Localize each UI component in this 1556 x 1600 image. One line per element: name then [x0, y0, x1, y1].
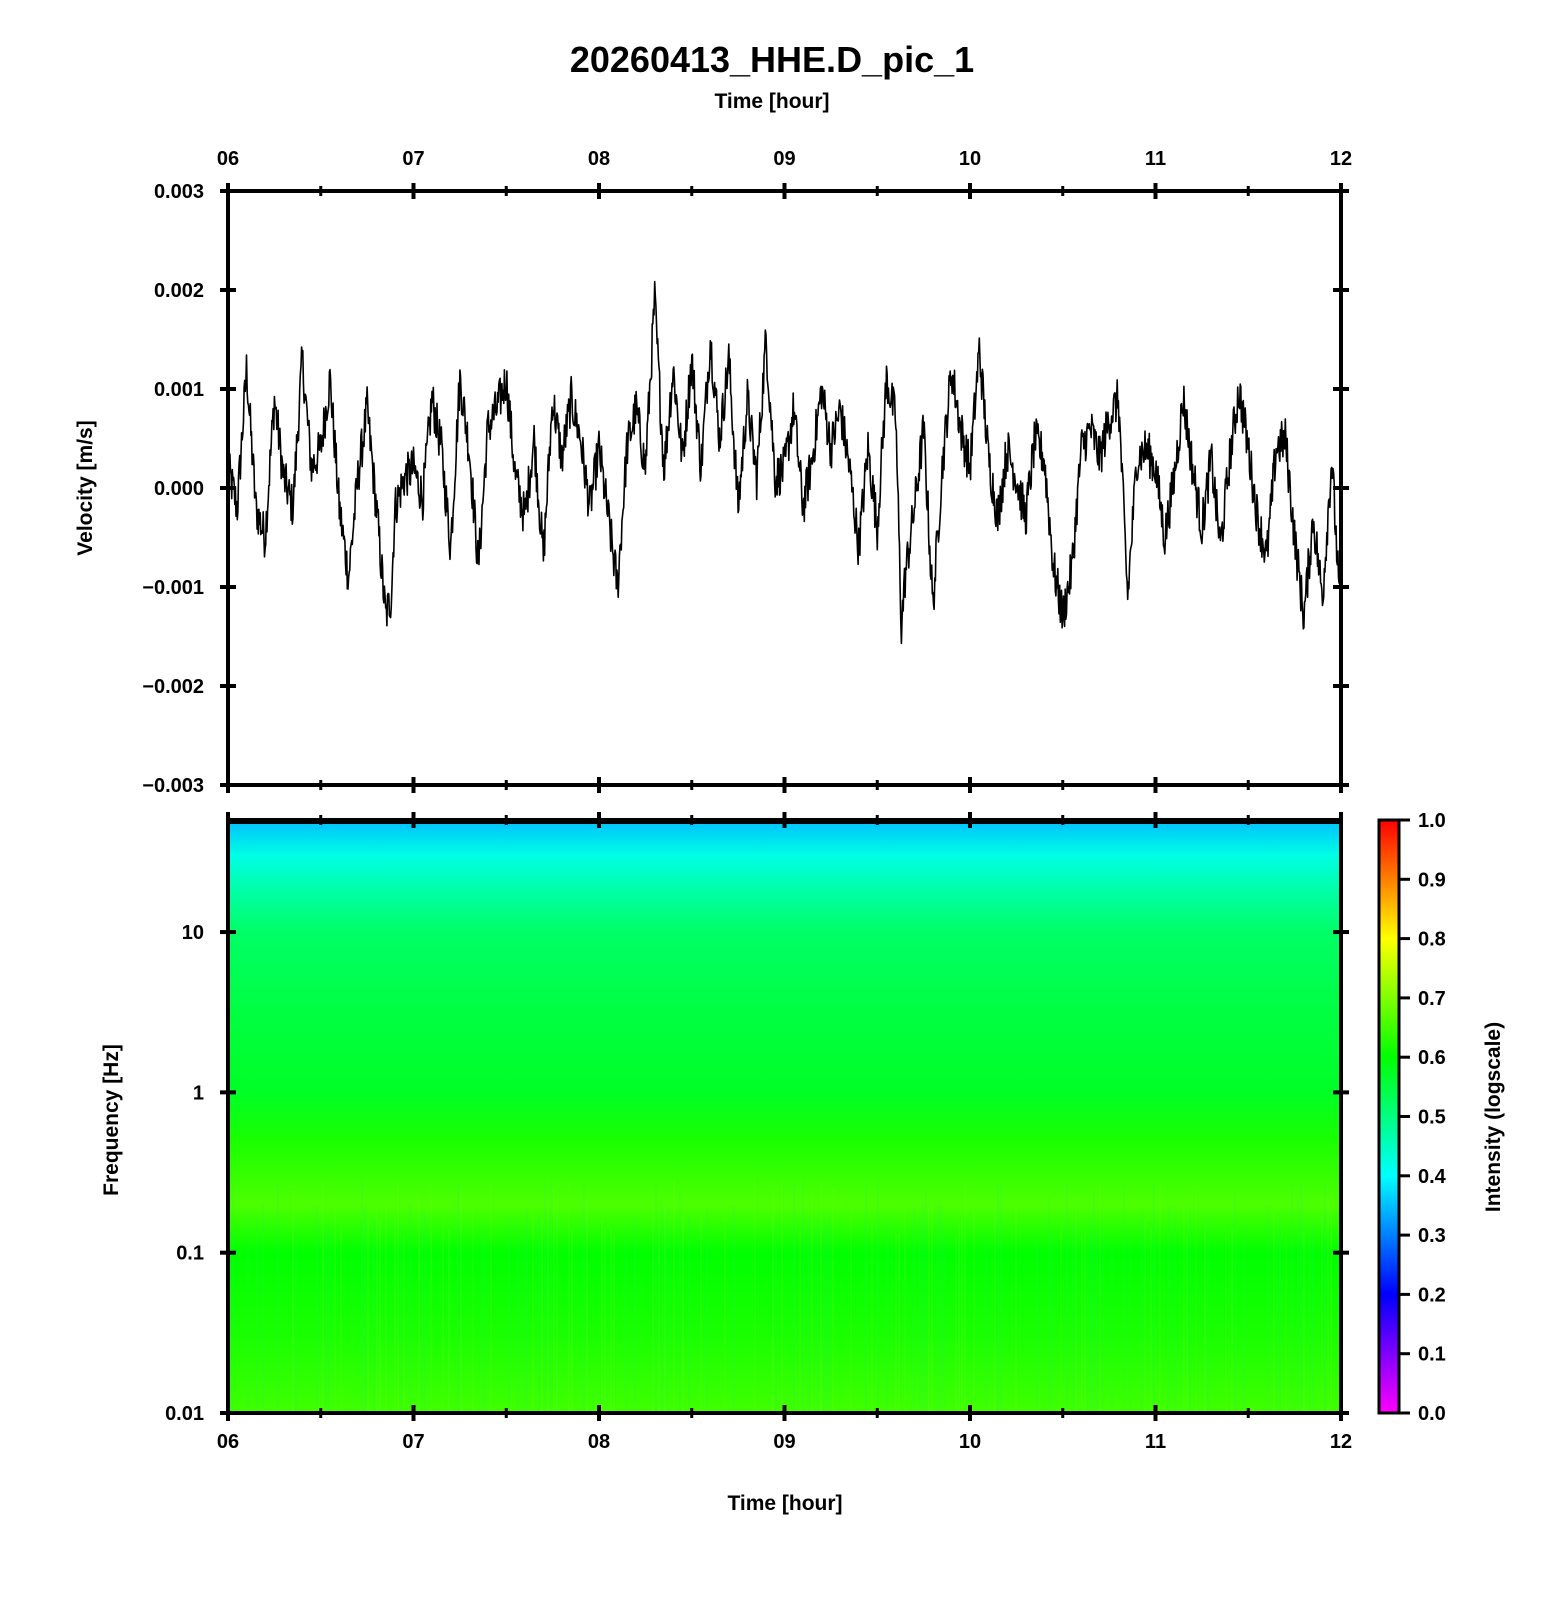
x-tick-label: 09 — [773, 148, 795, 170]
colorbar-tick-label: 0.0 — [1418, 1403, 1446, 1425]
waveform-top-x-ticks: 06 07 08 09 10 11 12 — [217, 148, 1352, 170]
colorbar-tick-label: 0.3 — [1418, 1225, 1446, 1247]
spectrogram-tick-marks — [220, 812, 1349, 1421]
x-tick-label: 12 — [1330, 1431, 1352, 1453]
colorbar-tick-label: 0.9 — [1418, 869, 1446, 891]
y-tick-label: 0.1 — [176, 1243, 204, 1265]
x-tick-label: 06 — [217, 148, 239, 170]
y-tick-label: 0.01 — [165, 1403, 204, 1425]
y-tick-label: 0.001 — [154, 379, 204, 401]
colorbar-tick-label: 1.0 — [1418, 810, 1446, 832]
x-tick-label: 08 — [588, 1431, 610, 1453]
x-tick-label: 09 — [773, 1431, 795, 1453]
y-tick-label: −0.003 — [142, 775, 204, 797]
colorbar-tick-label: 0.5 — [1418, 1107, 1446, 1129]
waveform-panel: 06 07 08 09 10 11 12 0.003 0.002 0.001 0.000 −0.00… — [74, 148, 1352, 797]
colorbar-ticks: 1.0 0.9 0.8 0.7 0.6 0.5 0.4 0.3 0.2 0.1 0.0 — [1399, 810, 1447, 1425]
x-tick-label: 08 — [588, 148, 610, 170]
colorbar-tick-label: 0.6 — [1418, 1047, 1446, 1069]
colorbar: 1.0 0.9 0.8 0.7 0.6 0.5 0.4 0.3 0.2 0.1 0.0 Intens… — [1377, 810, 1505, 1425]
spectrogram-y-tick-labels: 10 1 0.1 0.01 — [165, 922, 204, 1425]
colorbar-scale — [1377, 818, 1401, 1415]
colorbar-tick-label: 0.7 — [1418, 988, 1446, 1010]
figure-title: 20260413_HHE.D_pic_1 — [570, 39, 974, 80]
x-tick-label: 11 — [1145, 148, 1166, 170]
colorbar-label: Intensity (logscale) — [1482, 1022, 1505, 1212]
waveform-y-tick-labels: 0.003 0.002 0.001 0.000 −0.001 −0.002 −0.003 — [142, 181, 204, 797]
x-tick-label: 12 — [1330, 148, 1352, 170]
x-tick-label: 07 — [402, 148, 424, 170]
x-tick-label: 07 — [402, 1431, 424, 1453]
top-axis-label: Time [hour] — [714, 90, 829, 113]
colorbar-tick-label: 0.1 — [1418, 1344, 1446, 1366]
x-tick-label: 10 — [959, 148, 981, 170]
y-tick-label: 0.000 — [154, 478, 204, 500]
x-tick-label: 10 — [959, 1431, 981, 1453]
colorbar-tick-label: 0.8 — [1418, 929, 1446, 951]
y-tick-label: 1 — [193, 1082, 204, 1104]
y-tick-label: 0.003 — [154, 181, 204, 203]
waveform-line — [227, 280, 1342, 645]
colorbar-tick-label: 0.2 — [1418, 1284, 1446, 1306]
x-tick-label: 06 — [217, 1431, 239, 1453]
waveform-y-axis-label: Velocity [m/s] — [74, 420, 97, 555]
spectrogram-x-axis-label: Time [hour] — [727, 1492, 842, 1515]
y-tick-label: −0.002 — [142, 676, 204, 698]
waveform-tick-marks — [220, 183, 1349, 793]
y-tick-label: −0.001 — [142, 577, 204, 599]
y-tick-label: 0.002 — [154, 280, 204, 302]
spectrogram-x-tick-labels: 06 07 08 09 10 11 12 — [217, 1431, 1352, 1453]
spectrogram-y-axis-label: Frequency [Hz] — [100, 1044, 123, 1196]
spectrogram-image — [228, 820, 1341, 1413]
colorbar-tick-label: 0.4 — [1418, 1166, 1447, 1188]
y-tick-label: 10 — [182, 922, 204, 944]
spectrogram-texture — [229, 1176, 1341, 1413]
spectrogram-panel: 06 07 08 09 10 11 12 10 1 0.1 0.01 Frequency [Hz]… — [100, 812, 1352, 1515]
x-tick-label: 11 — [1145, 1431, 1166, 1453]
